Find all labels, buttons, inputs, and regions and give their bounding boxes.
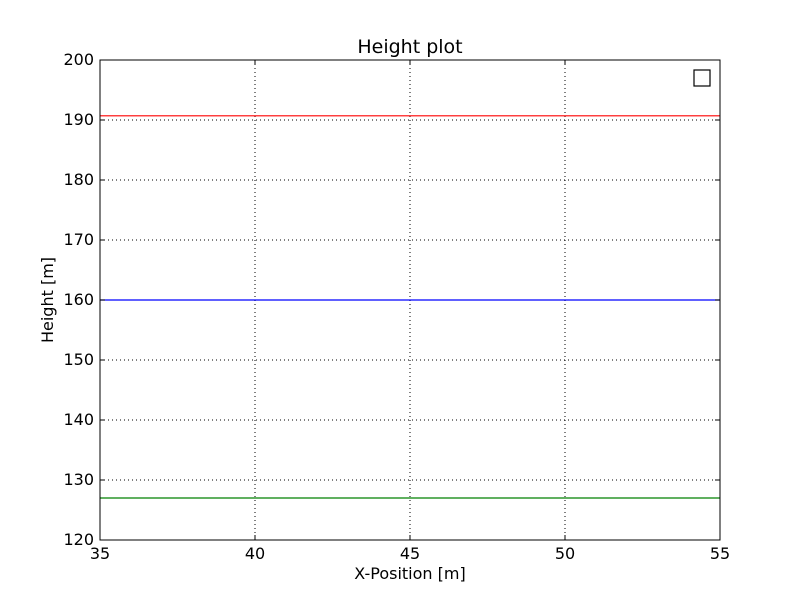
x-tick-label-0: 35 [90, 544, 110, 563]
y-tick-label-8: 200 [63, 50, 94, 69]
y-tick-label-7: 190 [63, 110, 94, 129]
x-tick-label-2: 45 [400, 544, 420, 563]
y-tick-label-3: 150 [63, 350, 94, 369]
x-tick-labels: 35 40 45 50 55 [90, 544, 730, 563]
x-tick-label-3: 50 [555, 544, 575, 563]
y-tick-label-2: 140 [63, 410, 94, 429]
y-tick-label-1: 130 [63, 470, 94, 489]
y-tick-label-6: 180 [63, 170, 94, 189]
x-tick-label-1: 40 [245, 544, 265, 563]
y-tick-label-4: 160 [63, 290, 94, 309]
x-tick-label-4: 55 [710, 544, 730, 563]
y-tick-label-0: 120 [63, 530, 94, 549]
y-tick-labels: 120 130 140 150 160 170 180 190 200 [63, 50, 94, 549]
chart-title: Height plot [357, 36, 462, 58]
legend-box [693, 69, 711, 87]
series-lines [100, 115, 720, 499]
x-axis-label: X-Position [m] [354, 564, 465, 583]
legend [693, 69, 711, 87]
axis-ticks [99, 59, 721, 541]
y-axis-label: Height [m] [38, 257, 57, 343]
y-tick-label-5: 170 [63, 230, 94, 249]
